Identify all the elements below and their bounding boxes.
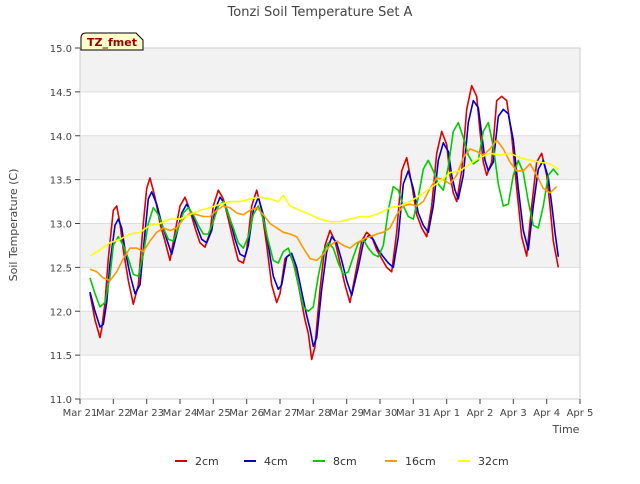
x-tick-label: Mar 22 — [96, 408, 131, 419]
y-tick-label: 12.0 — [50, 307, 72, 318]
y-tick-label: 11.0 — [50, 395, 72, 406]
grid-band — [80, 135, 580, 180]
site-badge: TZ_fmet — [80, 32, 144, 51]
x-tick-label: Mar 30 — [363, 408, 398, 419]
x-tick-label: Mar 24 — [163, 408, 198, 419]
y-tick-label: 11.5 — [50, 351, 72, 362]
x-tick-label: Apr 4 — [533, 408, 560, 419]
series-line-16cm — [89, 139, 558, 282]
x-tick-label: Mar 27 — [263, 408, 298, 419]
y-tick-label: 14.5 — [50, 88, 72, 99]
legend-label-32cm: 32cm — [478, 455, 509, 468]
series-group — [89, 84, 560, 361]
x-axis-label: Time — [552, 423, 580, 436]
grid-band — [80, 311, 580, 356]
grid-bands — [80, 48, 580, 356]
x-tick-label: Apr 3 — [500, 408, 527, 419]
x-tick-label: Apr 1 — [433, 408, 460, 419]
legend-label-2cm: 2cm — [195, 455, 219, 468]
y-tick-label: 12.5 — [50, 263, 72, 274]
x-tick-label: Apr 2 — [467, 408, 494, 419]
x-tick-label: Apr 5 — [567, 408, 594, 419]
y-tick-label: 13.0 — [50, 220, 72, 231]
legend: 2cm 4cm 8cm 16cm 32cm — [175, 455, 509, 468]
legend-label-16cm: 16cm — [405, 455, 436, 468]
y-axis-ticks: 11.0 11.5 12.0 12.5 13.0 13.5 14.0 14.5 15.0 — [50, 44, 80, 406]
site-badge-label: TZ_fmet — [87, 36, 137, 49]
series-line-32cm — [89, 152, 559, 257]
legend-label-4cm: 4cm — [264, 455, 288, 468]
y-axis-label: Soil Temperature (C) — [7, 169, 20, 282]
legend-label-8cm: 8cm — [333, 455, 357, 468]
y-tick-label: 13.5 — [50, 176, 72, 187]
plot-area — [79, 47, 581, 400]
x-tick-label: Mar 21 — [63, 408, 98, 419]
x-tick-label: Mar 28 — [296, 408, 331, 419]
x-tick-label: Mar 23 — [129, 408, 164, 419]
grid-band — [80, 48, 580, 92]
series-line-8cm — [89, 121, 559, 313]
x-tick-label: Mar 25 — [196, 408, 231, 419]
x-tick-label: Mar 31 — [396, 408, 431, 419]
x-tick-label: Mar 26 — [229, 408, 264, 419]
x-tick-label: Mar 29 — [329, 408, 364, 419]
y-tick-label: 14.0 — [50, 132, 72, 143]
y-tick-label: 15.0 — [50, 44, 72, 55]
site-badge-box — [80, 32, 144, 51]
chart-title: Tonzi Soil Temperature Set A — [227, 5, 413, 20]
